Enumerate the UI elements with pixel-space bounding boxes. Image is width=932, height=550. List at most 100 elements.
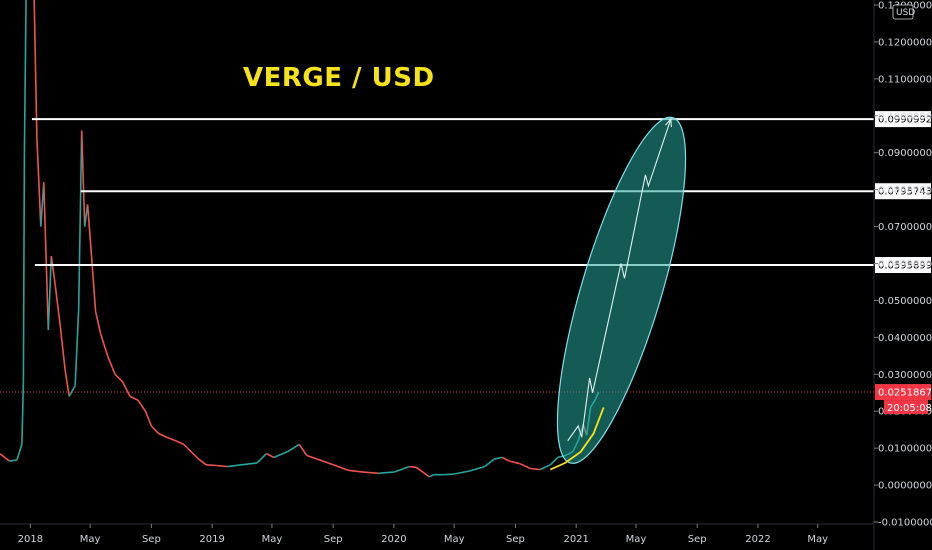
x-tick-label: 2022 (745, 534, 770, 545)
price-segment (443, 473, 455, 476)
price-segment (469, 465, 485, 472)
price-segment (206, 464, 217, 467)
price-segment (501, 456, 510, 462)
price-segment (68, 385, 76, 397)
price-segment (393, 465, 410, 473)
price-segment (43, 182, 50, 331)
price-segment (549, 456, 559, 466)
countdown-badge (884, 400, 928, 415)
level-label: 0.05958991 (878, 261, 932, 272)
price-segment (54, 285, 62, 327)
price-segment (74, 307, 80, 386)
x-tick-label: 2018 (18, 534, 43, 545)
price-segment (94, 311, 102, 334)
price-segment (47, 256, 53, 331)
price-segment (256, 453, 267, 464)
price-segment (286, 443, 300, 453)
level-label: 0.09909928 (878, 115, 932, 126)
price-segment (348, 469, 364, 473)
price-segment (9, 459, 18, 462)
chart-title: VERGE / USD (243, 63, 435, 93)
x-tick-label: Sep (688, 534, 707, 545)
price-segment (198, 458, 207, 466)
x-tick-label: Sep (324, 534, 343, 545)
x-tick-label: 2020 (381, 534, 406, 545)
price-segment (493, 456, 503, 460)
time-axis[interactable]: 2018 May Sep 2019 May Sep 2020 May Sep 2021 May Sep… (0, 523, 874, 545)
price-axis[interactable]: 0.130000000.120000000.110000000.10000000… (873, 0, 932, 550)
price-segment (317, 458, 334, 466)
price-segment (409, 465, 417, 469)
unit-label: USD (896, 8, 915, 18)
price-segment (114, 373, 124, 383)
price-segment (306, 454, 318, 460)
x-tick-label: May (626, 534, 647, 545)
price-segment (190, 451, 200, 460)
price-segment (106, 355, 116, 375)
x-tick-label: May (807, 534, 828, 545)
price-segment (64, 370, 70, 397)
price-segment (33, 0, 38, 138)
price-segment (539, 464, 551, 471)
projection-drawing[interactable] (532, 106, 711, 474)
y-tick-label: 0.00000000 (878, 481, 932, 492)
price-segment (36, 137, 42, 227)
parabolic-curve[interactable] (549, 407, 605, 471)
price-segment (16, 444, 23, 461)
price-segment (50, 255, 57, 286)
price-segment (363, 471, 379, 475)
price-segment (150, 425, 159, 434)
price-segment (183, 443, 192, 453)
price-segment (99, 333, 109, 357)
price-segment (454, 470, 470, 475)
unit-badge[interactable] (892, 4, 914, 20)
projection-ellipse[interactable] (532, 106, 711, 474)
x-tick-label: May (444, 534, 465, 545)
price-segment (175, 440, 185, 446)
price-segment (86, 204, 93, 264)
price-segment (77, 130, 83, 308)
price-segment (158, 432, 167, 438)
price-segment (59, 326, 66, 371)
price-segment (121, 381, 131, 397)
price-segment (216, 464, 228, 468)
price-segment (227, 464, 242, 468)
price-segment (80, 130, 86, 227)
price-segment (21, 381, 25, 445)
price-segment (428, 473, 434, 478)
price-segment (144, 410, 153, 427)
current-price-label: 0.02518670 (878, 388, 932, 399)
countdown-label: 20:05:08 (887, 403, 932, 414)
price-segment (22, 152, 26, 382)
projection-arrowhead (665, 117, 672, 128)
price-segment (298, 443, 308, 456)
x-tick-label: 2021 (563, 534, 588, 545)
price-segment (129, 395, 139, 401)
price-segment (166, 436, 177, 442)
price-segment (23, 0, 27, 153)
price-segment (378, 471, 394, 475)
level-label-box (875, 257, 931, 274)
price-segment (519, 462, 531, 470)
price-segment (415, 466, 430, 478)
price-segment (530, 467, 540, 471)
price-segment (91, 263, 97, 312)
x-tick-label: Sep (506, 534, 525, 545)
price-segment (137, 399, 147, 412)
projection-path[interactable] (567, 118, 672, 442)
price-segment (484, 458, 495, 468)
